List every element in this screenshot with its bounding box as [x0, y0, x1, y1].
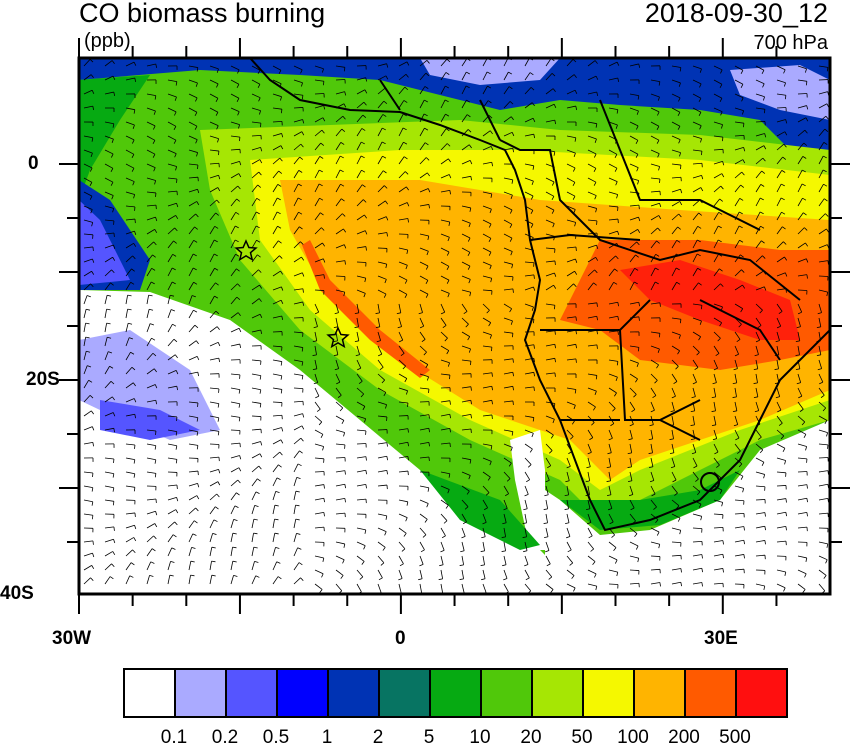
- colorbar-swatch: [227, 670, 278, 716]
- colorbar-label: 20: [520, 727, 542, 748]
- colorbar-label: 100: [617, 727, 649, 748]
- colorbar-swatch: [278, 670, 329, 716]
- x-tick-label: 0: [395, 628, 406, 649]
- colorbar-swatch: [584, 670, 635, 716]
- y-tick-label: 40S: [0, 583, 34, 604]
- colorbar-label: 500: [719, 727, 751, 748]
- colorbar-label: 2: [372, 727, 384, 748]
- contour-fill: [79, 58, 830, 594]
- x-tick-label: 30W: [52, 628, 92, 649]
- valid-datetime: 2018-09-30_12: [644, 0, 828, 28]
- colorbar-swatch: [329, 670, 380, 716]
- wind-barbs: [83, 58, 830, 594]
- colorbar: [123, 668, 788, 718]
- colorbar-swatch: [125, 670, 176, 716]
- colorbar-label: 0.2: [211, 727, 239, 748]
- colorbar-label: 0.5: [262, 727, 290, 748]
- co-concentration-map: [59, 38, 850, 614]
- colorbar-swatch: [737, 670, 786, 716]
- colorbar-label: 5: [423, 727, 435, 748]
- x-tick-label: 30E: [704, 628, 738, 649]
- star-marker: [234, 239, 258, 262]
- colorbar-label: 50: [571, 727, 593, 748]
- colorbar-swatch: [533, 670, 584, 716]
- star-marker: [326, 326, 350, 349]
- y-tick-label: 0: [28, 153, 39, 174]
- colorbar-label: 1: [321, 727, 333, 748]
- plot-title: CO biomass burning: [79, 0, 326, 28]
- colorbar-swatch: [176, 670, 227, 716]
- coastlines-and-borders: [249, 58, 830, 532]
- colorbar-swatch: [431, 670, 482, 716]
- colorbar-label: 10: [469, 727, 491, 748]
- units-label: (ppb): [84, 30, 131, 52]
- colorbar-swatch: [482, 670, 533, 716]
- colorbar-swatch: [635, 670, 686, 716]
- colorbar-label: 200: [668, 727, 700, 748]
- pressure-level: 700 hPa: [753, 32, 828, 54]
- axis-ticks: [59, 38, 850, 614]
- colorbar-label: 0.1: [160, 727, 188, 748]
- y-tick-label: 20S: [26, 369, 60, 390]
- colorbar-swatch: [380, 670, 431, 716]
- colorbar-swatch: [686, 670, 737, 716]
